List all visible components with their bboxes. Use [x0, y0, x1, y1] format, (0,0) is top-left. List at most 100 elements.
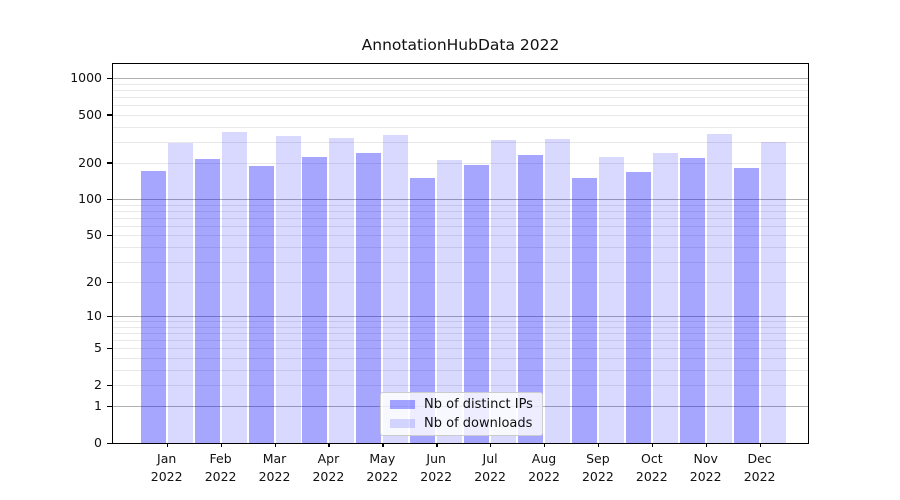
minor-gridline	[113, 261, 808, 263]
major-gridline	[113, 199, 808, 201]
y-tick-label: 100	[78, 191, 102, 207]
minor-gridline	[113, 162, 808, 164]
bar-distinct-ips-nov	[679, 157, 705, 443]
minor-gridline	[113, 333, 808, 335]
y-tick-label: 1	[94, 398, 102, 414]
minor-gridline	[113, 348, 808, 350]
x-tick	[597, 443, 600, 447]
minor-gridline	[113, 126, 808, 128]
bar-downloads-aug	[545, 139, 570, 443]
bar-distinct-ips-feb	[194, 158, 220, 443]
y-tick	[107, 315, 112, 318]
major-gridline	[113, 316, 808, 318]
x-tick-label: Apr 2022	[312, 451, 345, 484]
y-tick	[107, 384, 112, 386]
x-tick	[651, 443, 654, 447]
y-tick	[107, 162, 112, 164]
x-tick-label: Jan 2022	[150, 451, 183, 484]
legend: Nb of distinct IPs Nb of downloads	[380, 392, 543, 436]
minor-gridline	[113, 105, 808, 107]
minor-gridline	[113, 340, 808, 342]
x-tick-label: Dec 2022	[743, 451, 776, 484]
minor-gridline	[113, 327, 808, 328]
x-tick	[274, 443, 276, 447]
x-tick	[382, 443, 384, 447]
y-tick	[107, 198, 112, 201]
minor-gridline	[113, 141, 808, 143]
minor-gridline	[113, 369, 808, 371]
bar-downloads-mar	[275, 135, 301, 443]
y-tick-label: 50	[86, 227, 102, 243]
y-tick-label: 200	[78, 154, 102, 170]
minor-gridline	[113, 204, 808, 206]
x-tick	[328, 443, 330, 447]
bar-distinct-ips-sep	[571, 178, 597, 443]
y-tick	[107, 347, 112, 350]
minor-gridline	[113, 217, 808, 219]
minor-gridline	[113, 235, 808, 237]
x-tick-label: May 2022	[366, 451, 399, 484]
y-tick	[107, 442, 112, 444]
legend-swatch-downloads	[390, 419, 415, 428]
legend-item-downloads: Nb of downloads	[390, 416, 542, 431]
y-tick	[107, 281, 112, 284]
x-tick	[759, 443, 761, 447]
y-tick	[107, 405, 112, 408]
minor-gridline	[113, 358, 808, 359]
minor-gridline	[113, 225, 808, 227]
major-gridline	[113, 78, 808, 80]
y-tick-label: 2	[94, 377, 102, 392]
bar-distinct-ips-may	[356, 153, 382, 443]
x-tick-label: Aug 2022	[528, 451, 560, 484]
plot-area: Nb of distinct IPs Nb of downloads 0 1 2 5 1…	[70, 63, 809, 484]
bar-downloads-feb	[221, 132, 247, 443]
x-tick	[705, 443, 708, 447]
bar-downloads-oct	[652, 153, 678, 443]
bar-downloads-apr	[329, 138, 355, 443]
x-tick	[220, 443, 222, 447]
bar-distinct-ips-jan	[140, 170, 166, 443]
bar-downloads-dec	[760, 141, 786, 443]
legend-swatch-distinct-ips	[390, 400, 415, 409]
minor-gridline	[113, 114, 808, 116]
minor-gridline	[113, 89, 808, 91]
bar-distinct-ips-mar	[248, 165, 274, 443]
x-tick-label: Sep 2022	[581, 451, 614, 484]
bar-downloads-nov	[706, 133, 732, 443]
bar-distinct-ips-oct	[625, 171, 651, 443]
x-tick-label: Jul 2022	[474, 451, 506, 484]
legend-item-distinct-ips: Nb of distinct IPs	[390, 397, 542, 412]
minor-gridline	[113, 246, 808, 248]
x-tick	[490, 443, 492, 447]
bar-distinct-ips-apr	[302, 156, 328, 443]
minor-gridline	[113, 97, 808, 98]
chart-title: AnnotationHubData 2022	[361, 36, 560, 54]
y-tick	[107, 77, 112, 79]
y-tick-label: 5	[94, 340, 102, 356]
minor-gridline	[113, 83, 808, 85]
bar-downloads-may	[383, 135, 409, 443]
minor-gridline	[113, 385, 808, 386]
y-tick-label: 0	[94, 435, 102, 450]
x-tick-label: Oct 2022	[635, 451, 668, 484]
bar-distinct-ips-dec	[733, 168, 759, 443]
y-tick-label: 500	[78, 106, 102, 122]
y-tick-label: 10	[86, 308, 102, 324]
y-tick-label: 20	[86, 274, 102, 290]
x-tick-label: Jun 2022	[420, 451, 453, 484]
minor-gridline	[113, 282, 808, 284]
minor-gridline	[113, 210, 808, 212]
x-tick	[166, 443, 169, 447]
x-tick	[436, 443, 438, 447]
bar-downloads-jan	[167, 143, 193, 443]
bar-downloads-sep	[598, 157, 624, 443]
y-tick-label: 1000	[70, 70, 102, 86]
minor-gridline	[113, 321, 808, 323]
x-tick-label: Feb 2022	[204, 451, 237, 484]
y-tick	[107, 114, 112, 116]
y-tick	[107, 234, 112, 237]
x-tick-label: Mar 2022	[258, 451, 291, 484]
x-tick	[544, 443, 546, 447]
x-tick-label: Nov 2022	[689, 451, 722, 484]
